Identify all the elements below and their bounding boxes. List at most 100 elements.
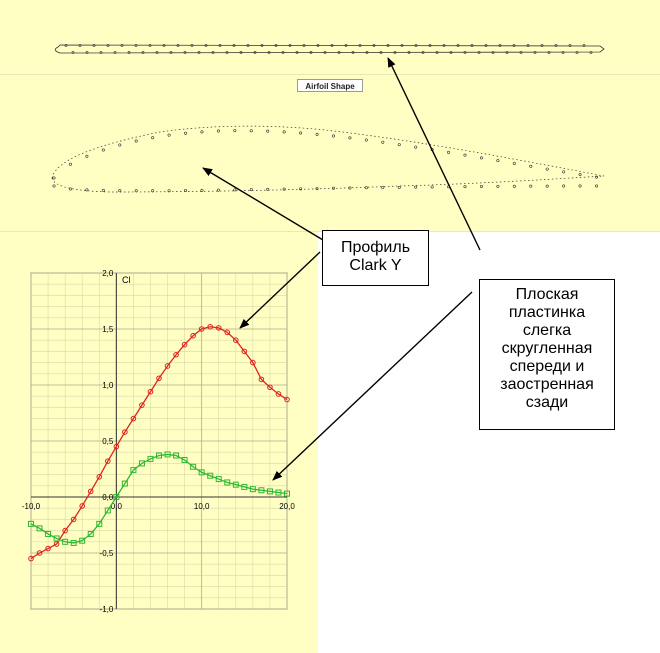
airfoil-point xyxy=(260,44,264,47)
airfoil-point xyxy=(266,129,270,133)
airfoil-point xyxy=(253,51,257,54)
airfoil-point xyxy=(183,51,187,54)
airfoil-point xyxy=(246,44,250,47)
data-point xyxy=(45,545,51,552)
airfoil-point xyxy=(71,51,75,54)
data-point xyxy=(156,375,162,382)
data-point xyxy=(70,539,77,546)
callout-line: слегка xyxy=(522,322,572,339)
airfoil-point xyxy=(447,150,451,154)
data-point xyxy=(105,458,111,464)
airfoil-point xyxy=(299,131,303,135)
airfoil-point xyxy=(216,188,220,192)
panel-divider xyxy=(0,74,660,75)
airfoil-point xyxy=(218,44,222,47)
airfoil-point xyxy=(176,44,180,47)
airfoil-point xyxy=(211,51,215,54)
airfoil-point xyxy=(78,44,82,47)
airfoil-point xyxy=(148,44,152,47)
data-point xyxy=(215,325,222,331)
airfoil-point xyxy=(578,184,582,188)
airfoil-point xyxy=(127,51,131,54)
callout-line: Clark Y xyxy=(349,257,402,274)
airfoil-point xyxy=(348,186,352,190)
airfoil-point xyxy=(274,44,278,47)
airfoil-point xyxy=(134,139,138,143)
airfoil-point xyxy=(85,154,89,158)
y-tick-label: -0,5 xyxy=(100,549,114,558)
airfoil-point xyxy=(249,129,253,133)
data-point xyxy=(62,527,68,534)
airfoil-point xyxy=(547,51,551,54)
airfoil-point xyxy=(351,51,355,54)
callout-line: заостренная xyxy=(500,376,594,393)
data-point xyxy=(156,452,162,459)
arrow-to-clark-y-curve xyxy=(239,251,321,329)
airfoil-point xyxy=(330,44,334,47)
airfoil-point xyxy=(477,51,481,54)
airfoil-point xyxy=(348,136,352,140)
airfoil-point xyxy=(386,44,390,47)
airfoil-point xyxy=(99,51,103,54)
data-point xyxy=(36,550,43,556)
airfoil-point xyxy=(316,44,320,47)
data-point xyxy=(139,402,145,408)
y-tick-label: 0,5 xyxy=(102,437,114,446)
airfoil-point xyxy=(118,189,122,193)
airfoil-point xyxy=(118,143,122,147)
airfoil-point xyxy=(512,184,516,188)
airfoil-point xyxy=(331,186,335,190)
airfoil-point xyxy=(282,130,286,134)
airfoil-point xyxy=(225,51,229,54)
data-point xyxy=(267,384,273,391)
data-point xyxy=(258,487,265,494)
x-tick-label: 0,0 xyxy=(111,502,123,511)
data-point xyxy=(53,535,60,542)
airfoil-point xyxy=(568,44,572,47)
airfoil-point xyxy=(216,129,220,133)
airfoil-point xyxy=(562,184,566,188)
airfoil-point xyxy=(575,51,579,54)
airfoil-point xyxy=(463,185,467,189)
data-point xyxy=(224,329,231,336)
airfoil-point xyxy=(479,184,483,188)
airfoil-point xyxy=(365,51,369,54)
data-point xyxy=(190,332,196,339)
data-point xyxy=(79,537,86,544)
airfoil-point xyxy=(200,130,204,134)
airfoil-point xyxy=(372,44,376,47)
data-point xyxy=(275,391,282,397)
airfoil-point xyxy=(414,185,418,189)
airfoil-point xyxy=(545,167,549,171)
airfoil-point xyxy=(407,51,411,54)
airfoil-point xyxy=(529,164,533,168)
data-point xyxy=(147,388,154,395)
data-point xyxy=(130,467,137,474)
data-point xyxy=(181,457,188,464)
arrow-to-flat-plate-curve xyxy=(272,291,473,481)
airfoil-point xyxy=(496,184,500,188)
data-point xyxy=(207,472,214,479)
airfoil-point xyxy=(358,44,362,47)
airfoil-point xyxy=(491,51,495,54)
airfoil-point xyxy=(151,189,155,193)
x-tick-label: 20,0 xyxy=(279,502,295,511)
airfoil-point xyxy=(141,51,145,54)
data-point xyxy=(28,555,34,562)
airfoil-point xyxy=(421,51,425,54)
airfoil-point xyxy=(232,44,236,47)
airfoil-point xyxy=(101,188,105,192)
airfoil-point xyxy=(184,131,188,135)
data-point xyxy=(173,351,179,358)
airfoil-point xyxy=(381,186,385,190)
airfoil-point xyxy=(582,44,586,47)
data-point xyxy=(266,488,273,495)
airfoil-point xyxy=(197,51,201,54)
airfoil-point xyxy=(449,51,453,54)
airfoil-point xyxy=(479,156,483,160)
airfoil-point xyxy=(381,140,385,144)
data-point xyxy=(121,480,128,487)
airfoil-point xyxy=(435,51,439,54)
airfoil-point xyxy=(134,44,138,47)
callout-line: Плоская xyxy=(515,286,579,303)
